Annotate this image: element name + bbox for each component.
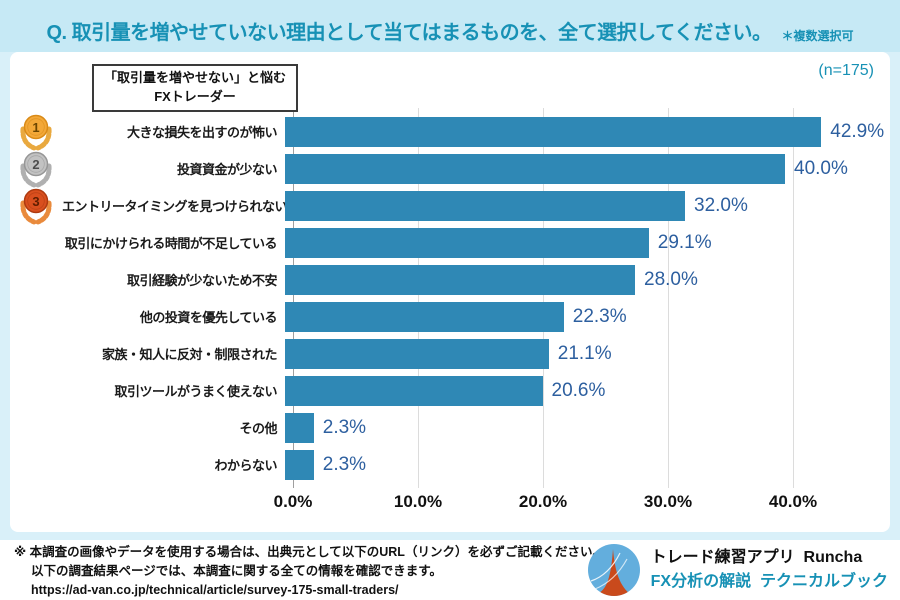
chart-row: 取引ツールがうまく使えない 20.6% <box>10 372 890 409</box>
bar-area: 22.3% <box>285 298 890 335</box>
bar <box>285 301 564 332</box>
brand-site-name: FX分析の解説 テクニカルブック <box>650 573 888 590</box>
x-tick-label: 0.0% <box>273 492 313 511</box>
question-header: Q. 取引量を増やせていない理由として当てはまるものを、全て選択してください。 … <box>0 0 900 52</box>
gridline <box>418 108 419 488</box>
chart-row: 家族・知人に反対・制限された 21.1% <box>10 335 890 372</box>
gridline <box>668 108 669 488</box>
svg-text:1: 1 <box>32 120 39 135</box>
bar-value-label: 40.0% <box>794 157 848 179</box>
chart-rows: 1 大きな損失を出すのが怖い 42.9% 2 投資資金が少ない 40.0% 3 エン… <box>10 113 890 483</box>
bar-value-label: 21.1% <box>557 342 612 364</box>
source-notes: ※ 本調査の画像やデータを使用する場合は、出典元として以下のURL（リンク）を必… <box>14 543 605 600</box>
bar <box>285 116 822 147</box>
plot-gridlines <box>10 52 890 532</box>
x-tick-label: 30.0% <box>643 492 693 511</box>
silver-medal-icon: 2 <box>10 149 62 189</box>
logo-spike <box>598 549 631 596</box>
bar-value-label: 22.3% <box>572 305 627 327</box>
bar-category-label: 家族・知人に反対・制限された <box>101 347 278 362</box>
logo-arc1 <box>590 552 621 582</box>
bar-area: 28.0% <box>285 261 890 298</box>
gridline <box>543 108 544 488</box>
bar <box>285 227 649 258</box>
bar-area: 42.9% <box>285 113 890 150</box>
logo-arc2 <box>594 558 628 590</box>
source-note-line1: ※ 本調査の画像やデータを使用する場合は、出典元として以下のURL（リンク）を必… <box>14 545 605 559</box>
brand-text: トレード練習アプリ Runcha FX分析の解説 テクニカルブック <box>651 546 888 594</box>
gridline <box>793 108 794 488</box>
svg-text:3: 3 <box>32 194 39 209</box>
source-url: https://ad-van.co.jp/technical/article/s… <box>31 583 399 597</box>
bar-value-label: 2.3% <box>322 453 367 475</box>
question-title: Q. 取引量を増やせていない理由として当てはまるものを、全て選択してください。 <box>46 22 772 44</box>
bar-category-label: 取引ツールがうまく使えない <box>114 384 277 399</box>
brand-app-name: トレード練習アプリ Runcha <box>650 549 863 566</box>
chart-panel: 「取引量を増やせない」と悩む FXトレーダー (n=175) 1 大きな損失を出… <box>10 52 890 532</box>
bar-value-label: 2.3% <box>322 416 367 438</box>
bar-category-label: 大きな損失を出すのが怖い <box>126 125 278 140</box>
gold-medal-icon: 1 <box>10 112 62 152</box>
bar-area: 20.6% <box>285 372 890 409</box>
source-note-line2: 以下の調査結果ページでは、本調査に関する全ての情報を確認できます。 <box>31 564 443 578</box>
bar <box>285 412 314 443</box>
bar-area: 40.0% <box>285 150 890 187</box>
brand-block: トレード練習アプリ Runcha FX分析の解説 テクニカルブック <box>587 541 888 599</box>
bar-area: 2.3% <box>285 446 890 483</box>
y-axis-line <box>293 108 294 488</box>
bar-value-label: 32.0% <box>694 194 748 216</box>
runcha-logo-icon <box>587 544 640 596</box>
bar-area: 2.3% <box>285 409 890 446</box>
legend-box: 「取引量を増やせない」と悩む FXトレーダー <box>92 64 299 112</box>
bar-area: 29.1% <box>285 224 890 261</box>
x-axis-ticks: 0.0% 10.0% 20.0% 30.0% 40.0% <box>10 492 890 516</box>
chart-row: 3 エントリータイミングを見つけられない 32.0% <box>10 187 890 224</box>
bar <box>285 449 314 480</box>
svg-text:2: 2 <box>32 157 39 172</box>
bar-category-label: 他の投資を優先している <box>139 310 278 325</box>
x-tick-label: 40.0% <box>768 492 818 511</box>
chart-row: 1 大きな損失を出すのが怖い 42.9% <box>10 113 890 150</box>
bronze-medal-icon: 3 <box>10 186 62 226</box>
bar-value-label: 28.0% <box>644 268 698 290</box>
bar-category-label: わからない <box>214 458 277 473</box>
bar-category-label: 投資資金が少ない <box>176 162 278 177</box>
bar <box>285 338 549 369</box>
x-tick-label: 10.0% <box>393 492 443 511</box>
bar-value-label: 29.1% <box>657 231 712 253</box>
chart-row: 取引経験が少ないため不安 28.0% <box>10 261 890 298</box>
bar-category-label: エントリータイミングを見つけられない <box>62 199 288 214</box>
bar-area: 32.0% <box>285 187 890 224</box>
bar <box>285 375 543 406</box>
bar-category-label: 取引にかけられる時間が不足している <box>64 236 278 251</box>
bar-value-label: 42.9% <box>830 120 885 142</box>
chart-row: 他の投資を優先している 22.3% <box>10 298 890 335</box>
chart-row: 取引にかけられる時間が不足している 29.1% <box>10 224 890 261</box>
x-tick-label: 20.0% <box>518 492 568 511</box>
footer: ※ 本調査の画像やデータを使用する場合は、出典元として以下のURL（リンク）を必… <box>0 540 900 600</box>
bar-category-label: その他 <box>239 421 277 436</box>
bar <box>285 264 635 295</box>
multi-select-note: ＊複数選択可 <box>781 29 854 43</box>
bar-value-label: 20.6% <box>551 379 606 401</box>
bar-category-label: 取引経験が少ないため不安 <box>126 273 278 288</box>
bar <box>285 153 785 184</box>
chart-row: わからない 2.3% <box>10 446 890 483</box>
legend-line1: 「取引量を増やせない」と悩む <box>104 70 287 85</box>
sample-size-label: (n=175) <box>818 62 874 79</box>
legend-line2: FXトレーダー <box>154 88 236 104</box>
chart-row: 2 投資資金が少ない 40.0% <box>10 150 890 187</box>
bar <box>285 190 685 221</box>
bar-area: 21.1% <box>285 335 890 372</box>
chart-row: その他 2.3% <box>10 409 890 446</box>
